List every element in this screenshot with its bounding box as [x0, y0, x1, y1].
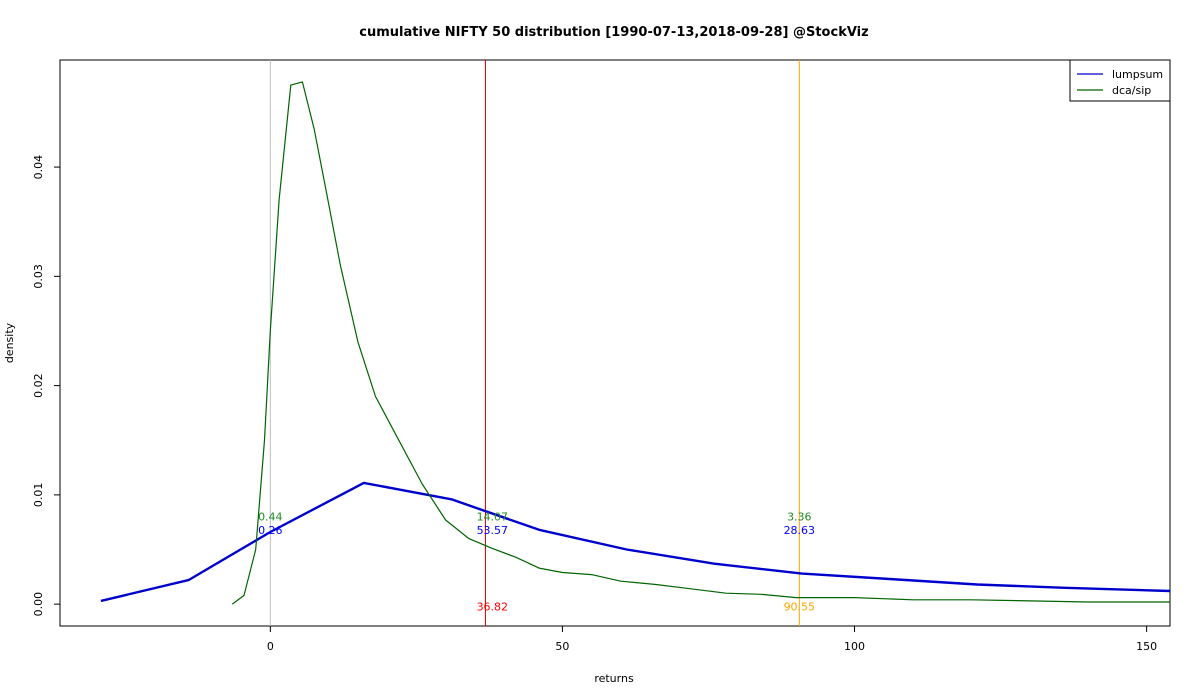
y-axis-label: density — [3, 322, 16, 363]
y-tick-label-3: 0.03 — [32, 264, 45, 289]
vertical-lines — [269, 60, 800, 626]
y-axis: 0.00 0.01 0.02 0.03 0.04 — [32, 155, 60, 617]
annotation-7: 90.55 — [784, 600, 816, 613]
annotation-1: 0.26 — [258, 524, 283, 537]
y-tick-label-1: 0.01 — [32, 483, 45, 508]
x-tick-label-1: 50 — [555, 640, 569, 653]
y-tick-label-2: 0.02 — [32, 373, 45, 398]
annotation-6: 36.82 — [477, 600, 509, 613]
x-tick-label-3: 150 — [1136, 640, 1157, 653]
annotation-5: 28.63 — [784, 524, 816, 537]
x-tick-label-2: 100 — [844, 640, 865, 653]
x-tick-label-0: 0 — [267, 640, 274, 653]
series-line-dca-sip — [231, 81, 1170, 605]
series-line-lumpsum — [100, 481, 1171, 603]
y-tick-label-4: 0.04 — [32, 155, 45, 180]
plot-frame — [59, 59, 1171, 627]
y-tick-label-0: 0.00 — [32, 592, 45, 617]
chart-title: cumulative NIFTY 50 distribution [1990-0… — [359, 25, 868, 40]
legend-box — [1069, 59, 1171, 102]
legend-entry-lumpsum: lumpsum — [1112, 68, 1163, 81]
annotation-3: 53.57 — [477, 524, 509, 537]
legend-entry-dca-sip: dca/sip — [1112, 84, 1151, 97]
annotation-2: 14.07 — [477, 511, 509, 524]
legend: lumpsum dca/sip — [1069, 59, 1171, 102]
x-axis: 0 50 100 150 — [267, 626, 1157, 653]
annotation-4: 3.36 — [787, 511, 812, 524]
series-lines — [100, 81, 1171, 605]
x-axis-label: returns — [594, 672, 634, 685]
annotation-0: 0.44 — [258, 511, 283, 524]
